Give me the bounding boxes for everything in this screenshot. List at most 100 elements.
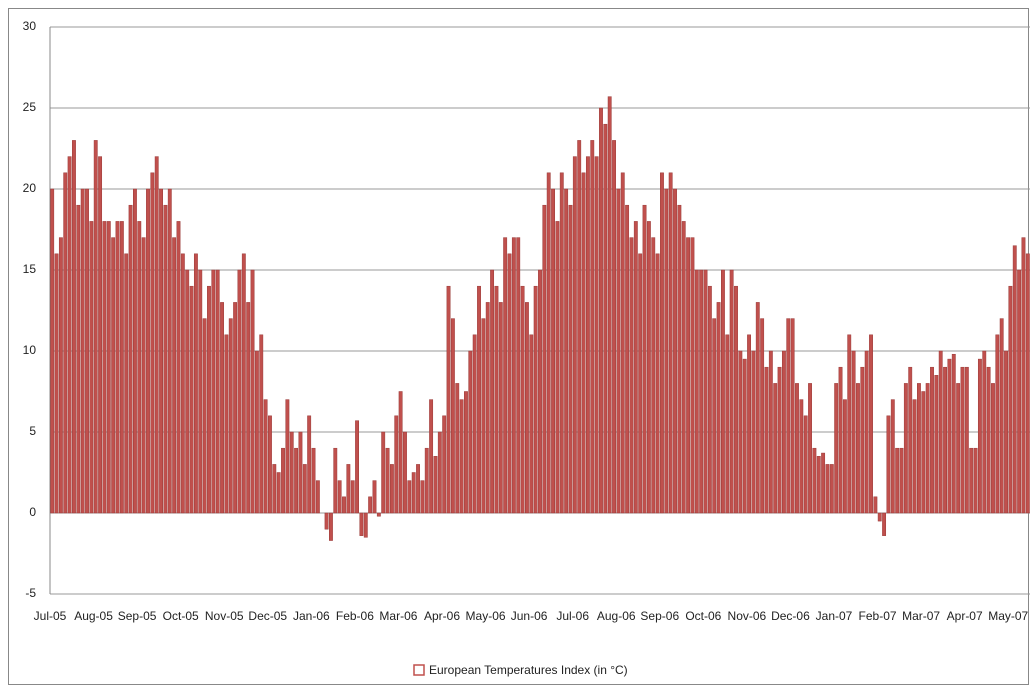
bar [686, 237, 691, 514]
bar [930, 366, 934, 514]
bar [633, 221, 638, 514]
bar [346, 464, 351, 514]
bar [882, 512, 887, 536]
bar [307, 415, 312, 514]
y-tick-label: 30 [23, 19, 37, 33]
bar [734, 285, 738, 514]
bar [224, 334, 229, 514]
bar [616, 188, 621, 514]
bar [542, 204, 547, 514]
bar [54, 253, 59, 514]
bar [468, 350, 473, 514]
x-tick-label: Sep-05 [118, 609, 157, 623]
bar [511, 237, 516, 514]
bar [119, 221, 124, 514]
bar [389, 464, 394, 514]
bar [921, 391, 926, 514]
bar [546, 172, 551, 514]
bar [625, 204, 630, 514]
bar [795, 383, 799, 514]
bar [464, 391, 468, 514]
bar [172, 237, 177, 514]
bar [403, 431, 407, 514]
bar [459, 399, 464, 514]
bar [564, 188, 569, 514]
bar [398, 391, 403, 514]
bar [603, 123, 608, 514]
bar [250, 269, 255, 514]
bar [973, 447, 978, 514]
bar [538, 269, 542, 514]
y-tick-label: 15 [23, 262, 37, 276]
bar [450, 318, 455, 514]
bar [150, 172, 155, 514]
bar [964, 366, 969, 514]
bar [481, 318, 486, 514]
bar [394, 415, 399, 514]
bar [302, 464, 307, 514]
bar [773, 383, 778, 514]
bar [808, 383, 812, 514]
bar [951, 353, 956, 514]
bar [133, 188, 137, 514]
bar [485, 302, 490, 514]
bar [72, 140, 76, 514]
bar [254, 350, 259, 514]
bar [590, 140, 595, 514]
bar [834, 383, 839, 514]
bar [137, 221, 142, 514]
bar [607, 96, 612, 514]
bar [241, 253, 246, 514]
bar [376, 512, 381, 517]
bar [738, 350, 743, 514]
bar [272, 464, 277, 514]
bar [842, 399, 847, 514]
bar [1008, 285, 1013, 514]
bar [729, 269, 734, 514]
bar [899, 447, 904, 514]
bar [1025, 253, 1030, 514]
bar [350, 480, 355, 514]
bar [494, 285, 499, 514]
bar [276, 472, 281, 514]
bar [886, 415, 891, 514]
bar [986, 366, 991, 514]
x-tick-label: Jul-06 [556, 609, 589, 623]
bar [429, 399, 434, 514]
legend-label: European Temperatures Index (in °C) [429, 663, 628, 677]
bar [407, 480, 412, 514]
bar [555, 221, 560, 514]
bar [163, 204, 168, 514]
bar [721, 269, 725, 514]
bar [599, 107, 603, 514]
bar [651, 237, 656, 514]
bar [128, 204, 133, 514]
bar [812, 447, 817, 514]
x-tick-label: Feb-07 [859, 609, 897, 623]
bar [111, 237, 116, 514]
bar [228, 318, 233, 514]
bar [154, 156, 159, 514]
bar [167, 188, 172, 514]
bar [315, 480, 320, 514]
x-tick-label: Feb-06 [336, 609, 374, 623]
bar [864, 350, 869, 514]
bar [960, 366, 965, 514]
bar [725, 334, 730, 514]
y-tick-label: 25 [23, 100, 37, 114]
bar [890, 399, 895, 514]
bar [180, 253, 185, 514]
y-tick-label: -5 [25, 586, 36, 600]
bar [193, 253, 198, 514]
bar [742, 358, 747, 514]
bar [694, 269, 699, 514]
y-tick-label: 5 [29, 424, 36, 438]
bar [999, 318, 1004, 514]
bar [198, 269, 203, 514]
bar [977, 358, 982, 514]
bar [755, 302, 760, 514]
bar [856, 383, 860, 514]
x-tick-label: Jan-07 [816, 609, 853, 623]
bar [246, 302, 251, 514]
bar [281, 447, 285, 514]
